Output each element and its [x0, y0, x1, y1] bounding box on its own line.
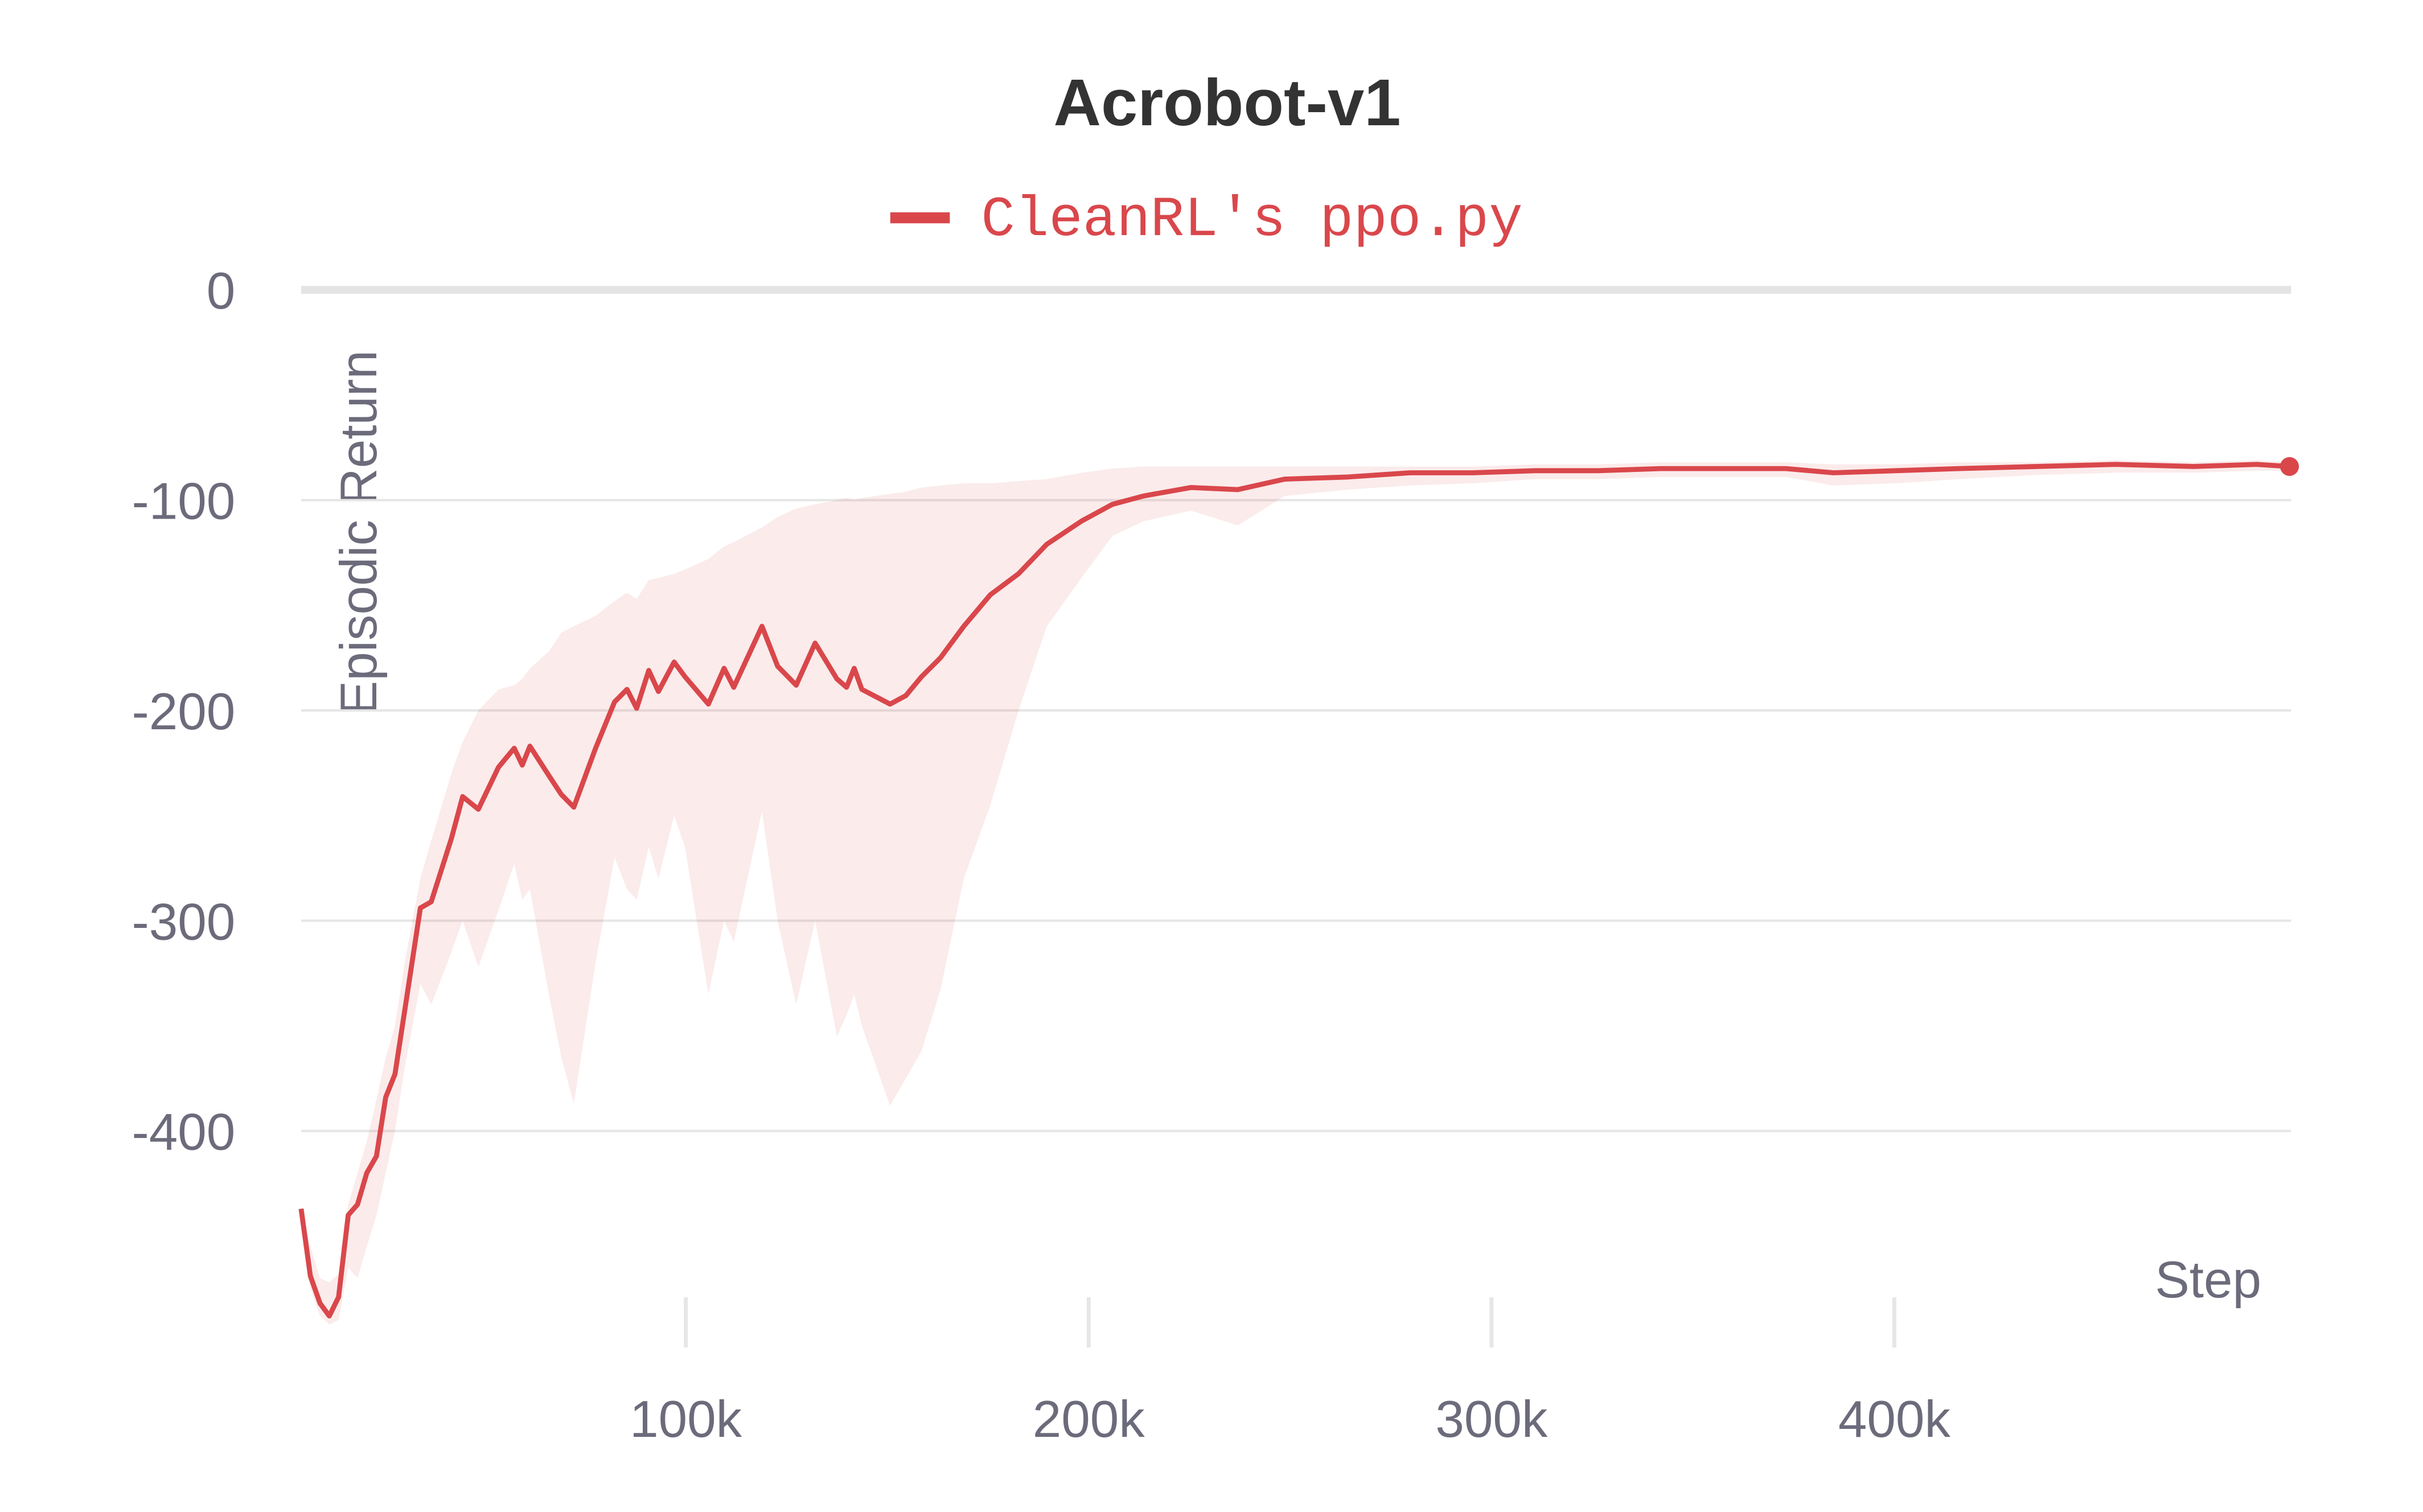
y-tick-label: -400 [132, 1104, 236, 1161]
legend-label: CleanRL's ppo.py [981, 188, 1522, 252]
range-band [301, 460, 2290, 1325]
y-tick-label: 0 [207, 262, 236, 320]
x-axis-label: Step [2155, 1251, 2261, 1309]
y-axis-label: Episodic Return [330, 350, 388, 715]
chart-title: Acrobot-v1 [1053, 66, 1401, 139]
x-tick-label: 100k [630, 1391, 742, 1448]
line [298, 462, 2290, 1319]
x-tick-label: 400k [1838, 1391, 1951, 1448]
y-tick-label: -300 [132, 893, 236, 951]
x-tick-label: 300k [1435, 1391, 1548, 1448]
x-tick-label: 200k [1033, 1391, 1145, 1448]
end-marker [2280, 457, 2299, 476]
y-tick-label: -100 [132, 473, 236, 531]
y-tick-label: -200 [132, 683, 236, 741]
